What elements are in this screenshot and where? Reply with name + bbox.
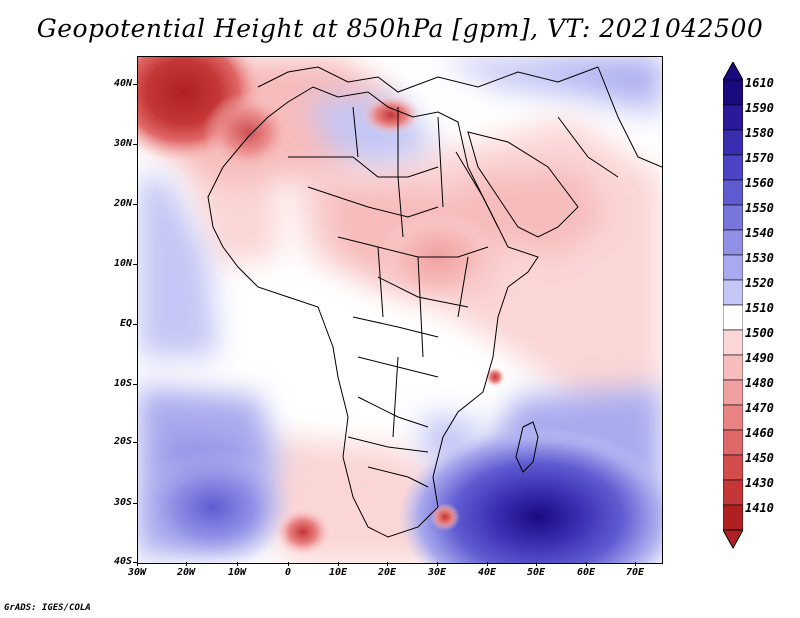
x-tick-10e xyxy=(338,562,339,566)
colorbar-label: 1540 xyxy=(745,226,774,240)
geopotential-field xyxy=(138,57,662,563)
x-label-50e: 50E xyxy=(526,567,546,578)
colorbar-cell xyxy=(723,329,743,356)
x-label-30e: 30E xyxy=(427,567,447,578)
x-label-20w: 20W xyxy=(176,567,196,578)
x-tick-50e xyxy=(536,562,537,566)
y-label-30s: 30S xyxy=(113,497,132,508)
colorbar-label: 1520 xyxy=(745,276,774,290)
x-tick-40e xyxy=(487,562,488,566)
colorbar-cell xyxy=(723,79,743,106)
colorbar xyxy=(723,62,743,550)
x-label-70e: 70E xyxy=(625,567,645,578)
x-label-0: 0 xyxy=(284,567,292,578)
colorbar-label: 1490 xyxy=(745,351,774,365)
y-label-10s: 10S xyxy=(113,378,132,389)
y-tick-30n xyxy=(133,144,138,145)
x-tick-20w xyxy=(186,562,187,566)
coastlines xyxy=(207,66,662,538)
x-tick-60e xyxy=(586,562,587,566)
colorbar-label: 1580 xyxy=(745,126,774,140)
colorbar-cell xyxy=(723,429,743,456)
colorbar-label: 1410 xyxy=(745,501,774,515)
y-tick-40n xyxy=(133,84,138,85)
colorbar-label: 1560 xyxy=(745,176,774,190)
colorbar-cell xyxy=(723,104,743,131)
colorbar-label: 1470 xyxy=(745,401,774,415)
y-label-40n: 40N xyxy=(113,78,132,89)
colorbar-cell xyxy=(723,479,743,506)
x-tick-30w xyxy=(137,562,138,566)
colorbar-cell xyxy=(723,204,743,231)
y-label-eq: EQ xyxy=(119,318,132,329)
footer-credit: GrADS: IGES/COLA xyxy=(4,603,91,613)
x-tick-10w xyxy=(237,562,238,566)
colorbar-cell xyxy=(723,354,743,381)
colorbar-label: 1500 xyxy=(745,326,774,340)
colorbar-label: 1510 xyxy=(745,301,774,315)
colorbar-label: 1450 xyxy=(745,451,774,465)
x-label-60e: 60E xyxy=(576,567,596,578)
colorbar-label: 1550 xyxy=(745,201,774,215)
y-tick-10s xyxy=(133,384,138,385)
chart-title: Geopotential Height at 850hPa [gpm], VT:… xyxy=(36,14,764,43)
y-tick-10n xyxy=(133,264,138,265)
colorbar-label: 1610 xyxy=(745,76,774,90)
colorbar-cell xyxy=(723,229,743,256)
colorbar-cell xyxy=(723,154,743,181)
colorbar-cell xyxy=(723,404,743,431)
colorbar-cell xyxy=(723,279,743,306)
x-tick-70e xyxy=(635,562,636,566)
colorbar-cell xyxy=(723,129,743,156)
y-tick-30s xyxy=(133,503,138,504)
colorbar-label: 1480 xyxy=(745,376,774,390)
colorbar-label: 1570 xyxy=(745,151,774,165)
colorbar-cell xyxy=(723,379,743,406)
x-label-40e: 40E xyxy=(477,567,497,578)
colorbar-cell xyxy=(723,504,743,531)
colorbar-cell xyxy=(723,454,743,481)
x-label-20e: 20E xyxy=(377,567,397,578)
y-label-10n: 10N xyxy=(113,258,132,269)
y-label-40s: 40S xyxy=(113,556,132,567)
map-plot-area xyxy=(137,56,663,564)
x-tick-30e xyxy=(437,562,438,566)
y-tick-40s xyxy=(133,562,138,563)
x-tick-20e xyxy=(387,562,388,566)
x-tick-0 xyxy=(288,562,289,566)
colorbar-arrow-bottom xyxy=(723,529,743,550)
y-tick-20s xyxy=(133,442,138,443)
colorbar-cell xyxy=(723,254,743,281)
y-tick-20n xyxy=(133,204,138,205)
x-label-30w: 30W xyxy=(127,567,147,578)
x-label-10e: 10E xyxy=(328,567,348,578)
colorbar-arrow-top xyxy=(723,62,743,81)
y-label-20n: 20N xyxy=(113,198,132,209)
y-label-30n: 30N xyxy=(113,138,132,149)
y-label-20s: 20S xyxy=(113,436,132,447)
colorbar-cell xyxy=(723,304,743,331)
colorbar-label: 1590 xyxy=(745,101,774,115)
colorbar-label: 1530 xyxy=(745,251,774,265)
x-label-10w: 10W xyxy=(227,567,247,578)
colorbar-label: 1430 xyxy=(745,476,774,490)
y-tick-eq xyxy=(133,324,138,325)
colorbar-cell xyxy=(723,179,743,206)
colorbar-label: 1460 xyxy=(745,426,774,440)
